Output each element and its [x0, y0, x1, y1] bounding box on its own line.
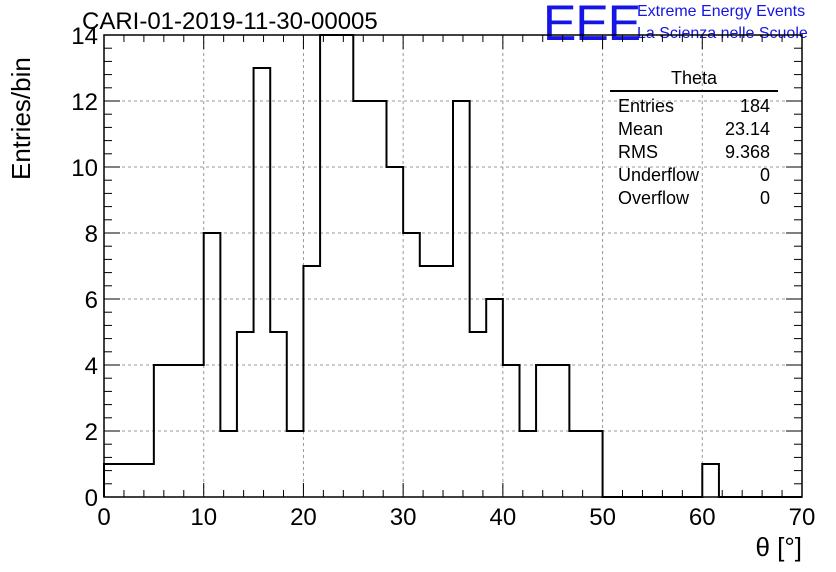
x-axis-label: θ [°]	[755, 532, 802, 562]
histogram-bin	[220, 431, 237, 497]
histogram-bin	[204, 233, 221, 497]
x-tick-label: 10	[190, 504, 217, 531]
logo-line-1: Extreme Energy Events	[637, 3, 806, 20]
histogram-bin	[171, 365, 188, 497]
histogram-bin	[320, 35, 337, 497]
logo-line-2: La Scienza nelle Scuole	[637, 25, 808, 42]
stats-row-mean: Mean 23.14	[610, 118, 778, 141]
histogram-bin	[104, 464, 121, 497]
y-tick-label: 0	[85, 485, 98, 512]
histogram-bin	[403, 233, 420, 497]
histogram-bin	[121, 464, 138, 497]
y-tick-label: 12	[71, 89, 98, 116]
histogram-bin	[436, 266, 453, 497]
y-tick-label: 10	[71, 155, 98, 182]
x-tick-label: 60	[689, 504, 716, 531]
stats-label: Underflow	[618, 165, 700, 185]
histogram-bin	[486, 299, 503, 497]
plot-frame	[103, 34, 803, 498]
histogram-bin	[420, 266, 437, 497]
stats-row-underflow: Underflow 0	[610, 164, 778, 187]
histogram-bin	[553, 365, 570, 497]
stats-box: Theta Entries 184 Mean 23.14 RMS 9.368 Underfl…	[610, 68, 778, 210]
stats-value: 9.368	[724, 142, 770, 162]
histogram-bin	[303, 266, 320, 497]
histogram-bin	[702, 464, 719, 497]
histogram-bin	[237, 332, 254, 497]
y-tick-label: 6	[85, 287, 98, 314]
x-tick-label: 0	[97, 504, 110, 531]
stats-value: 0	[759, 188, 770, 208]
histogram-bin	[337, 35, 354, 497]
stats-value: 23.14	[724, 119, 770, 139]
y-tick-label: 14	[71, 23, 98, 50]
stats-label: Mean	[618, 119, 664, 139]
stats-label: Entries	[618, 96, 675, 116]
histogram-bin	[503, 365, 520, 497]
stats-value: 0	[759, 165, 770, 185]
x-tick-label: 30	[390, 504, 417, 531]
stats-row-rms: RMS 9.368	[610, 141, 778, 164]
histogram-bin	[270, 332, 287, 497]
y-tick-label: 2	[85, 419, 98, 446]
histogram-bin	[353, 101, 370, 497]
histogram-bin	[586, 431, 603, 497]
chart-title: CARI-01-2019-11-30-00005	[82, 8, 378, 35]
histogram-bin	[470, 332, 487, 497]
histogram-bin	[520, 431, 537, 497]
histogram-bin	[536, 365, 553, 497]
histogram-bin	[137, 464, 154, 497]
x-tick-label: 70	[789, 504, 816, 531]
histogram-bin	[254, 68, 271, 497]
stats-row-entries: Entries 184	[610, 95, 778, 118]
stats-box-name: Theta	[610, 68, 778, 92]
histogram-bin	[187, 365, 204, 497]
stats-rows: Entries 184 Mean 23.14 RMS 9.368 Underflow 0 Ove…	[610, 95, 778, 210]
stats-row-overflow: Overflow 0	[610, 187, 778, 210]
histogram-bin	[154, 365, 171, 497]
histogram-bin	[287, 431, 304, 497]
histogram-bin	[453, 101, 470, 497]
stats-label: RMS	[618, 142, 658, 162]
x-tick-label: 20	[290, 504, 317, 531]
stats-label: Overflow	[618, 188, 690, 208]
histogram-bin	[386, 167, 403, 497]
eee-logo: EEE	[543, 0, 641, 51]
y-tick-label: 4	[85, 353, 98, 380]
x-tick-label: 50	[589, 504, 616, 531]
histogram-bin	[569, 431, 586, 497]
stats-value: 184	[739, 96, 770, 116]
y-tick-label: 8	[85, 221, 98, 248]
histogram-bin	[370, 101, 387, 497]
x-tick-label: 40	[490, 504, 517, 531]
